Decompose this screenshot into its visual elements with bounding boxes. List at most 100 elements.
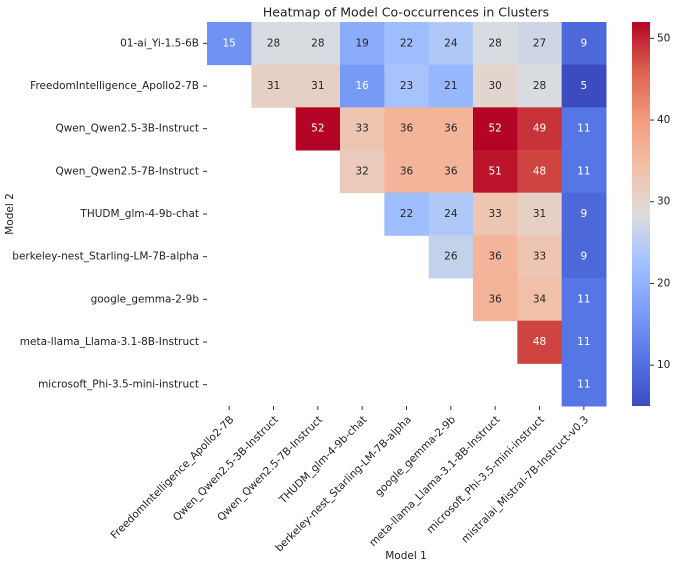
- cell-label: 36: [488, 293, 502, 305]
- cell-label: 19: [355, 37, 368, 49]
- heatmap-cell: [473, 22, 518, 66]
- heatmap-cell: [340, 64, 385, 108]
- heatmap-cell: [517, 235, 563, 279]
- cell-label: 36: [488, 251, 502, 263]
- heatmap-cell: [517, 320, 563, 364]
- heatmap-cell: [473, 150, 518, 194]
- cell-label: 32: [355, 165, 368, 177]
- y-axis-label: Model 2: [4, 193, 16, 235]
- cell-label: 28: [267, 37, 280, 49]
- heatmap-cell: [428, 192, 474, 236]
- cell-label: 11: [577, 379, 590, 391]
- heatmap-cell: [473, 278, 518, 322]
- cell-label: 23: [400, 80, 413, 92]
- colorbar-tick-label: 40: [657, 114, 670, 126]
- cell-label: 22: [400, 37, 413, 49]
- heatmap-cell: [428, 235, 474, 279]
- heatmap-cell: [340, 107, 385, 151]
- y-tick-label: meta-llama_Llama-3.1-8B-Instruct: [20, 336, 199, 348]
- y-tick-label: google_gemma-2-9b: [91, 293, 200, 305]
- cell-label: 9: [580, 208, 587, 220]
- cell-label: 11: [577, 293, 590, 305]
- heatmap-cell: [384, 64, 430, 108]
- cell-label: 24: [444, 37, 458, 49]
- heatmap-cell: [428, 22, 474, 66]
- cell-label: 28: [311, 37, 324, 49]
- y-tick-label: berkeley-nest_Starling-LM-7B-alpha: [12, 251, 199, 263]
- cell-label: 16: [355, 80, 369, 92]
- heatmap-cell: [251, 22, 297, 66]
- heatmap-cell: [428, 64, 474, 108]
- heatmap-cell: [517, 22, 563, 66]
- heatmap-cell: [561, 22, 607, 66]
- cell-label: 11: [577, 123, 590, 135]
- heatmap-cell: [517, 107, 563, 151]
- colorbar-tick-label: 30: [657, 196, 670, 208]
- cell-label: 31: [533, 208, 546, 220]
- heatmap-cell: [561, 278, 607, 322]
- heatmap-cell: [517, 278, 563, 322]
- y-tick-label: Qwen_Qwen2.5-7B-Instruct: [55, 165, 199, 177]
- heatmap-cell: [473, 192, 518, 236]
- cell-label: 48: [533, 336, 546, 348]
- colorbar: [632, 22, 650, 406]
- heatmap-cell: [561, 150, 607, 194]
- cell-label: 52: [488, 123, 501, 135]
- x-axis-label: Model 1: [385, 550, 427, 562]
- heatmap-cell: [295, 22, 341, 66]
- heatmap-cell: [561, 192, 607, 236]
- heatmap-cell: [517, 192, 563, 236]
- colorbar-tick-label: 50: [657, 32, 670, 44]
- heatmap-cell: [428, 107, 474, 151]
- cell-label: 48: [533, 165, 546, 177]
- cell-label: 24: [444, 208, 458, 220]
- cell-label: 30: [488, 80, 501, 92]
- heatmap-cell: [517, 150, 563, 194]
- heatmap-cell: [561, 363, 607, 407]
- cell-label: 49: [533, 123, 546, 135]
- cell-label: 9: [580, 251, 587, 263]
- cell-label: 33: [488, 208, 501, 220]
- cell-label: 11: [577, 336, 590, 348]
- cell-label: 36: [400, 123, 414, 135]
- cell-label: 36: [444, 123, 458, 135]
- colorbar-tick-label: 20: [657, 277, 670, 289]
- y-tick-label: THUDM_glm-4-9b-chat: [79, 208, 199, 220]
- cell-label: 34: [533, 293, 547, 305]
- colorbar-tick-label: 10: [657, 359, 670, 371]
- heatmap-cell: [561, 235, 607, 279]
- x-tick-label: google_gemma-2-9b: [373, 414, 458, 499]
- cell-label: 26: [444, 251, 458, 263]
- x-tick-label: THUDM_glm-4-9b-chat: [276, 414, 369, 507]
- heatmap-cell: [517, 64, 563, 108]
- heatmap-cell: [384, 150, 430, 194]
- cell-label: 52: [311, 123, 324, 135]
- heatmap-cell: [207, 22, 252, 66]
- heatmap-cell: [295, 64, 341, 108]
- cell-label: 28: [488, 37, 501, 49]
- heatmap-cell: [384, 22, 430, 66]
- heatmap-cell: [473, 235, 518, 279]
- heatmap-cell: [561, 107, 607, 151]
- heatmap-cell: [340, 150, 385, 194]
- cell-label: 33: [355, 123, 368, 135]
- y-tick-label: Qwen_Qwen2.5-3B-Instruct: [55, 123, 199, 135]
- heatmap-cell: [428, 150, 474, 194]
- cell-label: 31: [311, 80, 324, 92]
- heatmap-cell: [295, 107, 341, 151]
- cell-label: 31: [267, 80, 280, 92]
- cell-label: 9: [580, 37, 587, 49]
- y-tick-label: microsoft_Phi-3.5-mini-instruct: [38, 379, 199, 391]
- cell-label: 33: [533, 251, 546, 263]
- cell-label: 5: [580, 80, 587, 92]
- cell-label: 36: [400, 165, 414, 177]
- y-tick-label: 01-ai_Yi-1.5-6B: [120, 37, 199, 49]
- cell-label: 21: [444, 80, 457, 92]
- cell-label: 51: [488, 165, 501, 177]
- cell-label: 11: [577, 165, 590, 177]
- cell-label: 27: [533, 37, 546, 49]
- cell-label: 15: [222, 37, 235, 49]
- cell-label: 22: [400, 208, 413, 220]
- y-tick-label: FreedomIntelligence_Apollo2-7B: [30, 80, 199, 92]
